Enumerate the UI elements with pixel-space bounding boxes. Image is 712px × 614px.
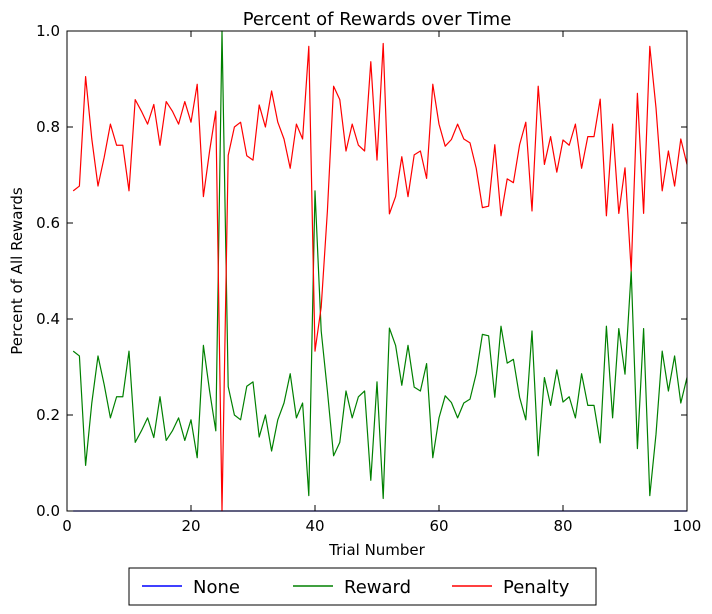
y-axis: 0.0 0.2 0.4 0.6 0.8 1.0 [36,22,687,520]
y-tick-label: 0.0 [36,502,60,520]
x-tick-label: 100 [673,517,702,535]
x-tick-label: 40 [305,517,324,535]
y-tick-label: 0.6 [36,214,60,232]
y-tick-label: 0.4 [36,310,60,328]
legend-frame [128,567,597,606]
x-tick-label: 80 [553,517,572,535]
legend: None Reward Penalty [128,567,597,606]
x-tick-label: 0 [62,517,72,535]
x-axis-title: Trial Number [328,541,426,559]
y-tick-label: 0.2 [36,406,60,424]
chart-title: Percent of Rewards over Time [243,9,512,30]
y-axis-title: Percent of All Rewards [8,187,26,355]
plot-frame [66,30,688,512]
legend-label-reward: Reward [344,577,411,598]
legend-label-penalty: Penalty [503,577,570,598]
y-tick-label: 1.0 [36,22,60,40]
x-axis: 0 20 40 60 80 100 [62,31,701,535]
series-layer [72,30,688,512]
x-tick-label: 60 [429,517,448,535]
series-line-penalty [72,42,688,512]
y-tick-label: 0.8 [36,118,60,136]
legend-label-none: None [193,577,240,598]
x-tick-label: 20 [181,517,200,535]
series-line-reward [72,30,688,500]
